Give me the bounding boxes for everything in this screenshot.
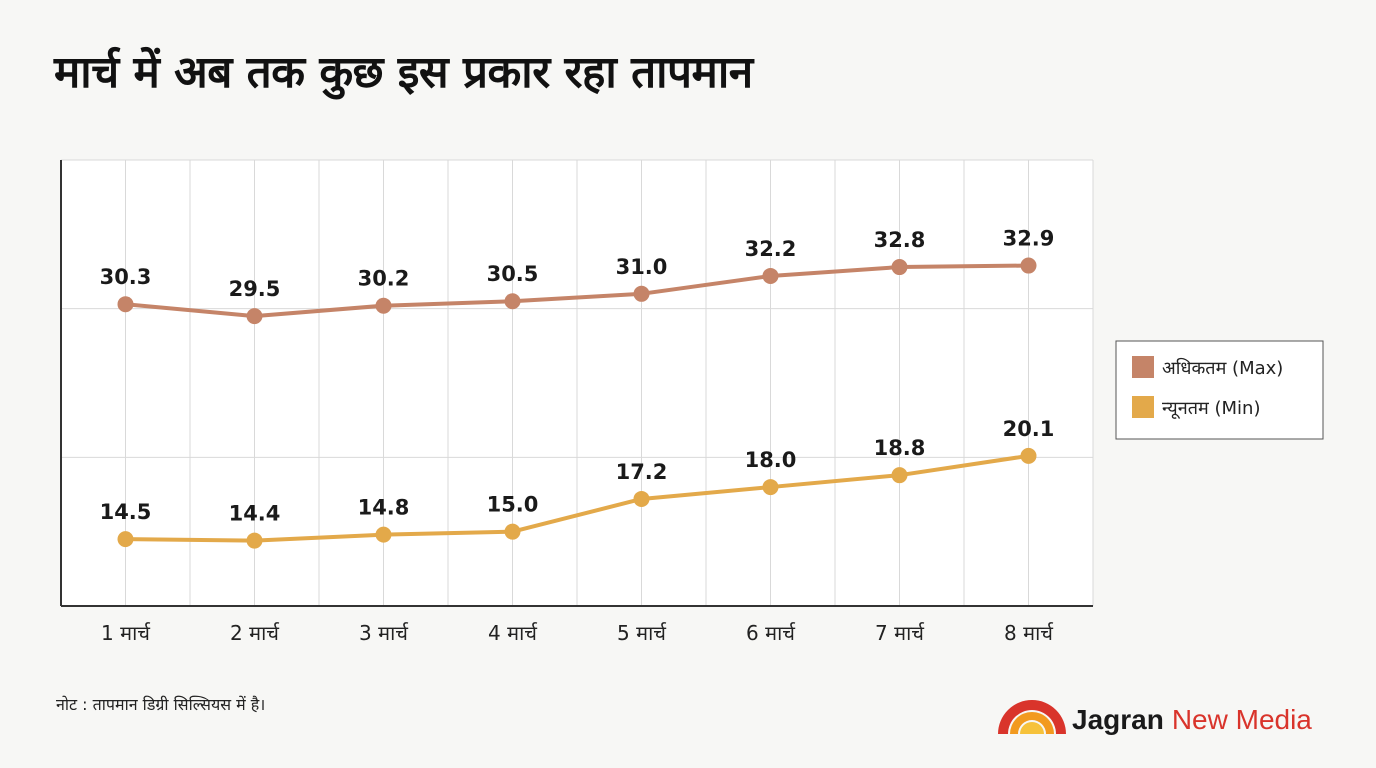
series-line-min <box>125 453 1029 543</box>
data-label-min: 20.1 <box>1003 417 1055 441</box>
brand-name: Jagran New Media <box>1072 704 1312 736</box>
data-point-min <box>891 467 908 484</box>
sunrise-logo-icon <box>998 700 1066 734</box>
data-label-max: 30.2 <box>358 267 410 291</box>
data-point-min <box>633 490 650 507</box>
data-point-max <box>1020 257 1037 274</box>
x-tick-label: 6 मार्च <box>746 621 796 645</box>
data-label-min: 15.0 <box>487 493 539 517</box>
x-tick-label: 5 मार्च <box>617 621 667 645</box>
data-point-min <box>117 531 134 548</box>
data-point-min <box>375 526 392 543</box>
data-label-max: 32.8 <box>874 228 926 252</box>
data-point-max <box>891 259 908 276</box>
legend-label-min: न्यूनतम (Min) <box>1162 398 1260 419</box>
brand-name-primary: Jagran <box>1072 704 1164 735</box>
x-tick-label: 2 मार्च <box>230 621 280 645</box>
data-point-min <box>504 523 521 540</box>
data-label-max: 30.5 <box>487 262 539 286</box>
data-label-max: 32.9 <box>1003 227 1055 251</box>
data-label-min: 14.5 <box>100 500 152 524</box>
brand-name-suffix: New Media <box>1171 704 1312 735</box>
unit-note: नोट : तापमान डिग्री सिल्सियस में है। <box>56 695 266 714</box>
data-point-min <box>246 532 263 549</box>
legend-swatch-max <box>1132 356 1154 378</box>
data-label-min: 18.8 <box>874 436 926 460</box>
data-point-max <box>762 267 779 284</box>
x-tick-label: 4 मार्च <box>488 621 538 645</box>
line-chart: 1 मार्च 2 मार्च 3 मार्च 4 मार्च 5 मार्च 6 मार… <box>60 159 1324 645</box>
data-label-min: 18.0 <box>745 448 797 472</box>
data-label-max: 29.5 <box>229 277 281 301</box>
data-label-max: 32.2 <box>745 237 797 261</box>
data-label-max: 30.3 <box>100 265 152 289</box>
legend-swatch-min <box>1132 396 1154 418</box>
series-line-max <box>125 263 1029 319</box>
data-label-min: 17.2 <box>616 460 668 484</box>
data-label-max: 31.0 <box>616 255 668 279</box>
legend-label-max: अधिकतम (Max) <box>1162 357 1283 379</box>
data-point-min <box>1020 447 1037 464</box>
x-tick-label: 8 मार्च <box>1004 621 1054 645</box>
x-tick-label: 3 मार्च <box>359 621 409 645</box>
data-label-min: 14.4 <box>229 502 281 526</box>
data-point-max <box>375 297 392 314</box>
x-tick-label: 7 मार्च <box>875 621 925 645</box>
x-tick-label: 1 मार्च <box>101 621 151 645</box>
legend <box>1115 340 1324 440</box>
data-label-min: 14.8 <box>358 496 410 520</box>
data-point-max <box>633 285 650 302</box>
data-point-max <box>246 308 263 325</box>
data-point-min <box>762 479 779 496</box>
chart-title: मार्च में अब तक कुछ इस प्रकार रहा तापमान <box>54 47 753 98</box>
data-point-max <box>504 293 521 310</box>
data-point-max <box>117 296 134 313</box>
